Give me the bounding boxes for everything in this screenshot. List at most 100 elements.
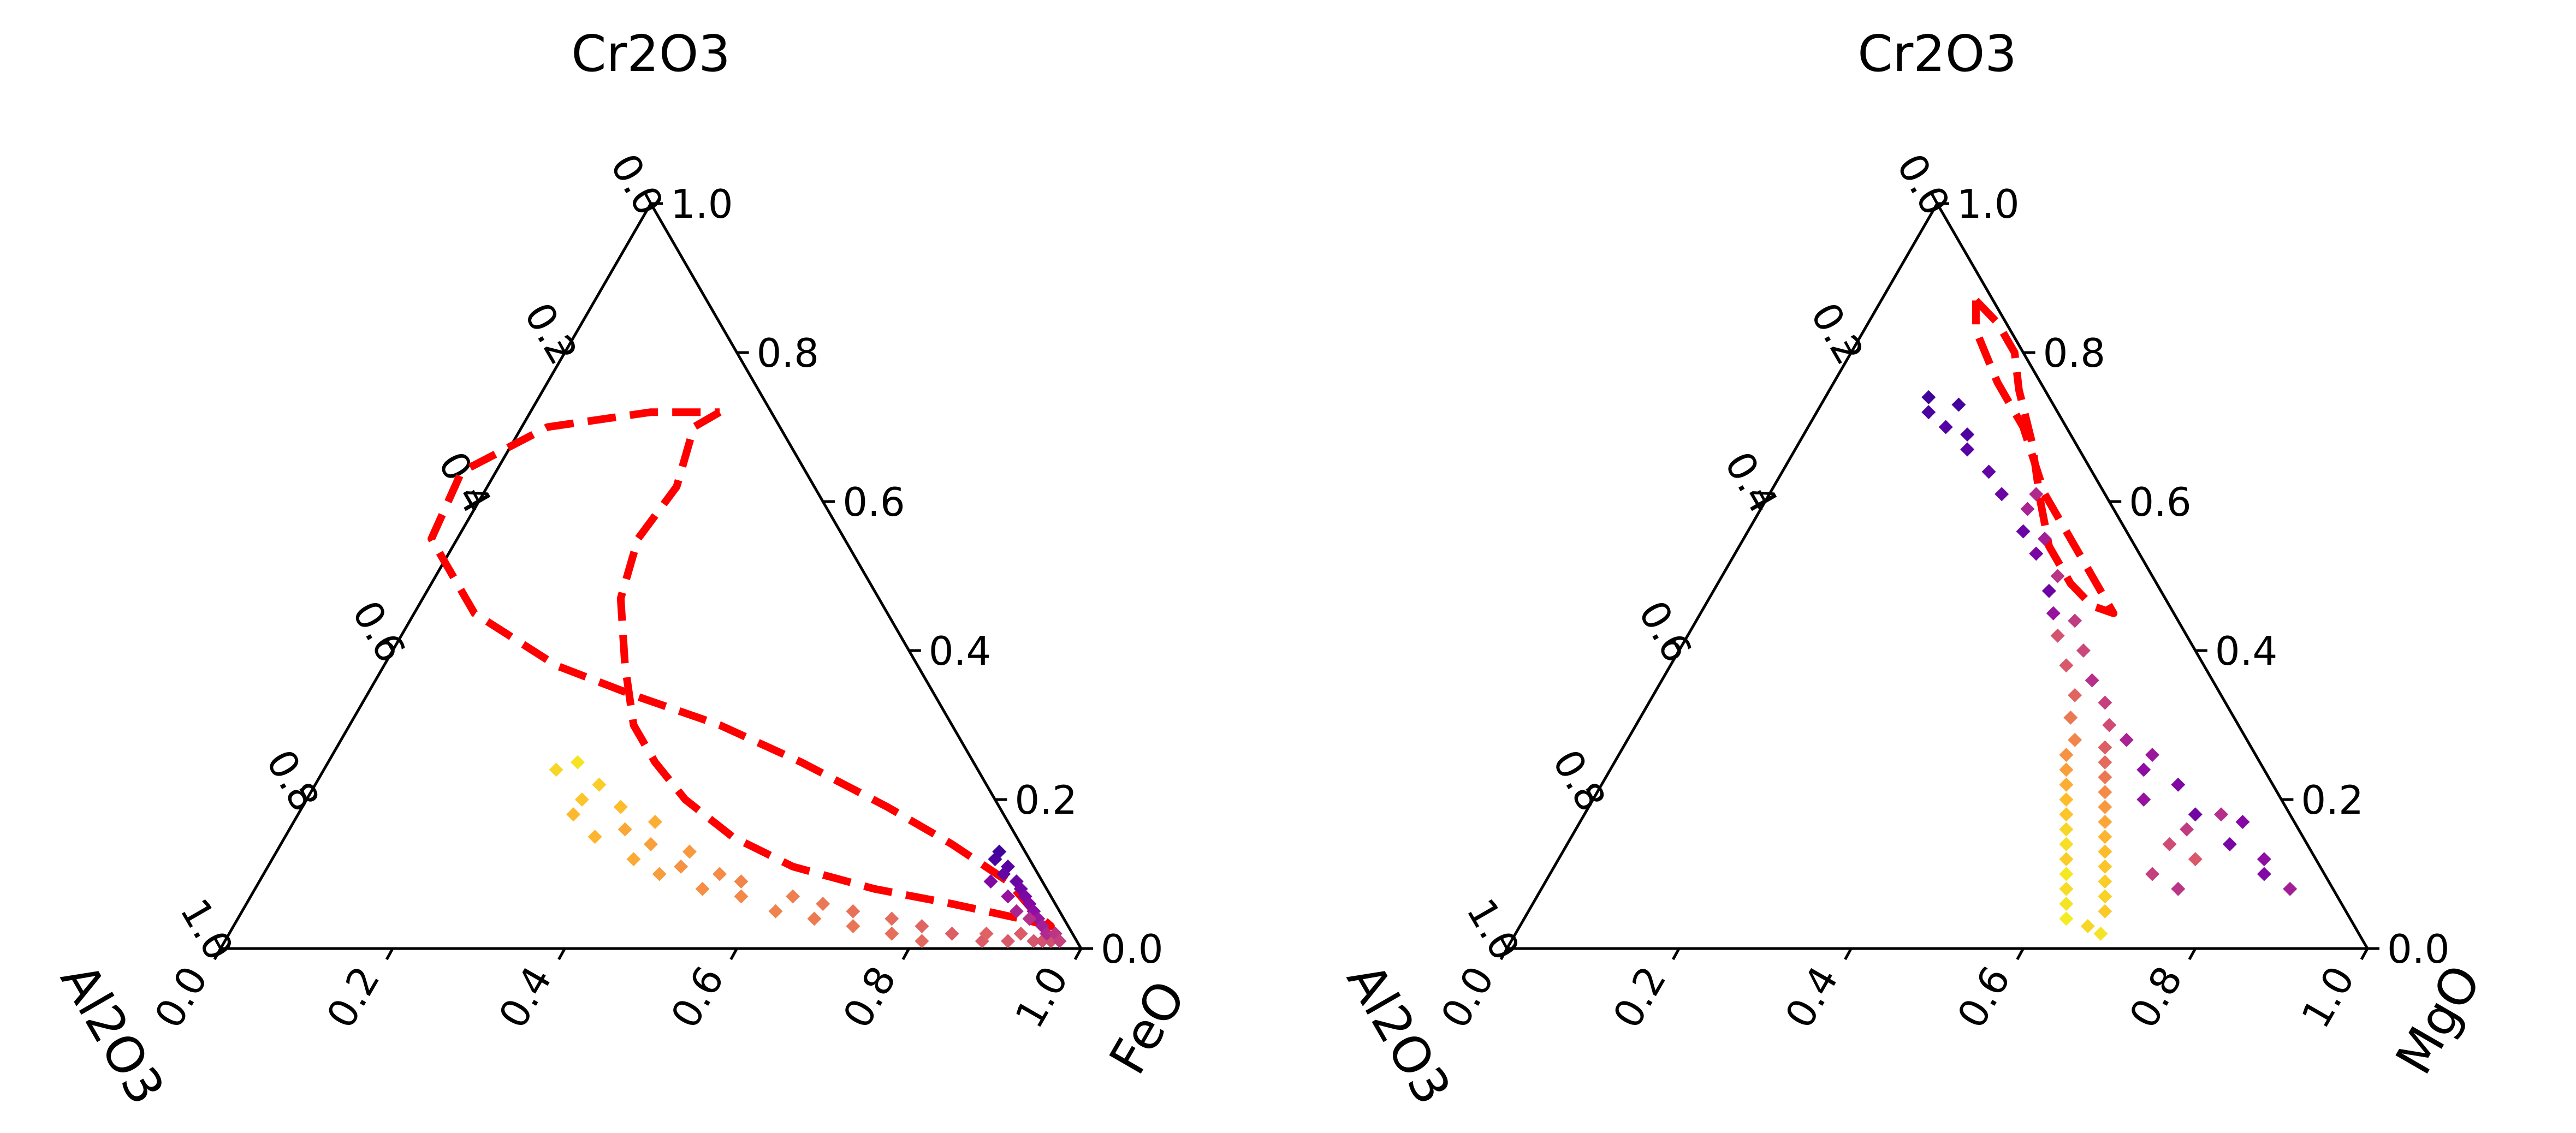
left-axis-tick xyxy=(1844,341,1853,354)
data-point-marker xyxy=(2059,792,2074,807)
bottom-axis-tick-label: 0.6 xyxy=(662,959,733,1036)
data-point-marker xyxy=(768,904,783,919)
data-point-marker xyxy=(885,911,899,926)
data-point-marker xyxy=(2235,814,2250,829)
data-point-marker xyxy=(2068,613,2082,628)
data-point-marker xyxy=(592,777,607,792)
top-component-label: Cr2O3 xyxy=(571,25,731,83)
data-point-marker xyxy=(2020,502,2035,516)
left-axis-tick-label: 0.0 xyxy=(602,146,673,223)
right-axis-tick-label: 1.0 xyxy=(1957,181,2020,227)
ternary-plot-left: 0.00.00.00.20.20.20.40.40.40.60.60.60.80… xyxy=(49,25,1197,1114)
data-point-marker xyxy=(2041,583,2056,598)
bottom-axis-tick-label: 1.0 xyxy=(2293,959,2364,1036)
data-point-marker xyxy=(1009,904,1024,919)
data-point-marker xyxy=(2059,897,2074,911)
data-point-marker xyxy=(734,874,749,889)
data-point-marker xyxy=(1026,934,1041,949)
data-point-marker xyxy=(2188,852,2203,867)
data-point-marker xyxy=(1013,926,1028,941)
left-axis-tick-label: 0.2 xyxy=(515,295,586,372)
left-axis-tick-label: 0.6 xyxy=(1630,593,1701,670)
data-point-marker xyxy=(2098,755,2112,770)
left-component-label: Al2O3 xyxy=(49,954,176,1114)
data-point-marker xyxy=(1052,934,1067,949)
right-axis-tick-label: 0.0 xyxy=(1101,926,1164,972)
data-point-marker xyxy=(846,904,860,919)
data-point-marker xyxy=(2098,874,2112,889)
right-axis-tick-label: 0.4 xyxy=(2215,628,2278,674)
data-point-marker xyxy=(648,814,662,829)
data-point-marker xyxy=(2093,926,2108,941)
data-point-marker xyxy=(2136,792,2151,807)
left-axis-tick xyxy=(213,937,222,950)
left-axis-tick xyxy=(1758,490,1766,503)
data-point-marker xyxy=(2098,814,2112,829)
right-axis-tick-label: 0.4 xyxy=(929,628,992,674)
right-axis-tick-label: 0.8 xyxy=(757,330,820,376)
data-point-marker xyxy=(2214,807,2229,822)
data-point-marker xyxy=(2119,732,2134,747)
bottom-axis-tick xyxy=(213,947,222,961)
data-point-marker xyxy=(979,926,994,941)
data-point-marker xyxy=(2059,658,2074,673)
data-point-marker xyxy=(2098,740,2112,755)
data-point-marker xyxy=(1938,420,1953,434)
bottom-axis-tick xyxy=(557,947,566,961)
data-point-marker xyxy=(2046,606,2061,621)
bottom-axis-tick xyxy=(2188,947,2197,961)
data-point-marker xyxy=(2098,844,2112,859)
data-point-marker xyxy=(613,800,628,814)
data-point-marker xyxy=(2085,673,2099,688)
left-axis-tick xyxy=(471,490,480,503)
data-point-marker xyxy=(1039,926,1054,941)
left-axis-tick-label: 0.0 xyxy=(1888,146,1959,223)
data-point-marker xyxy=(2136,762,2151,777)
data-point-marker xyxy=(2283,881,2298,896)
data-point-marker xyxy=(618,822,632,837)
data-point-marker xyxy=(996,867,1011,881)
data-point-marker xyxy=(2098,859,2112,874)
bottom-axis-tick-label: 0.0 xyxy=(146,959,217,1036)
data-point-marker xyxy=(983,874,998,889)
right-axis-tick-label: 0.6 xyxy=(842,479,905,525)
left-axis-tick xyxy=(1672,639,1681,652)
data-point-marker xyxy=(2059,867,2074,881)
bottom-axis-tick xyxy=(385,947,394,961)
data-point-marker xyxy=(915,919,929,934)
data-point-marker xyxy=(2188,807,2203,822)
data-point-marker xyxy=(2059,822,2074,837)
data-point-marker xyxy=(988,852,1002,867)
data-point-marker xyxy=(1921,390,1936,404)
bottom-axis-tick-label: 0.2 xyxy=(318,959,389,1036)
data-point-marker xyxy=(2050,628,2065,643)
data-point-marker xyxy=(1001,934,1016,949)
discrimination-field-boundary xyxy=(1972,297,2118,617)
data-point-marker xyxy=(2059,911,2074,926)
data-point-marker xyxy=(2098,695,2112,710)
left-axis-tick-label: 0.8 xyxy=(1544,742,1615,819)
data-point-marker xyxy=(915,934,929,949)
data-point-marker xyxy=(885,926,899,941)
left-axis-tick xyxy=(643,192,652,205)
data-point-marker xyxy=(807,911,822,926)
data-point-marker xyxy=(682,844,697,859)
data-point-marker xyxy=(2145,748,2159,762)
bottom-axis-tick-label: 0.0 xyxy=(1432,959,1503,1036)
data-point-marker xyxy=(574,792,589,807)
data-point-marker xyxy=(2162,837,2177,851)
ternary-plot-right: 0.0 0.0 0.0 0.2 0.2 0.2 0.4 0.4 0.4 0.6 0.6 0.6 0.8 0… xyxy=(1336,25,2492,1114)
bottom-axis-tick-label: 0.8 xyxy=(834,959,905,1036)
data-point-marker xyxy=(1001,889,1016,904)
left-axis-tick xyxy=(557,341,566,354)
data-point-marker xyxy=(695,881,710,896)
left-axis-tick-label: 1.0 xyxy=(171,891,242,968)
bottom-axis-tick xyxy=(1499,947,1509,961)
data-point-marker xyxy=(2080,919,2095,934)
data-point-marker xyxy=(549,762,563,777)
data-point-marker xyxy=(2059,852,2074,867)
left-axis-tick-label: 0.2 xyxy=(1802,295,1873,372)
data-point-marker xyxy=(1960,427,1975,442)
left-axis-tick xyxy=(1586,788,1594,801)
right-axis-tick-label: 0.8 xyxy=(2043,330,2106,376)
